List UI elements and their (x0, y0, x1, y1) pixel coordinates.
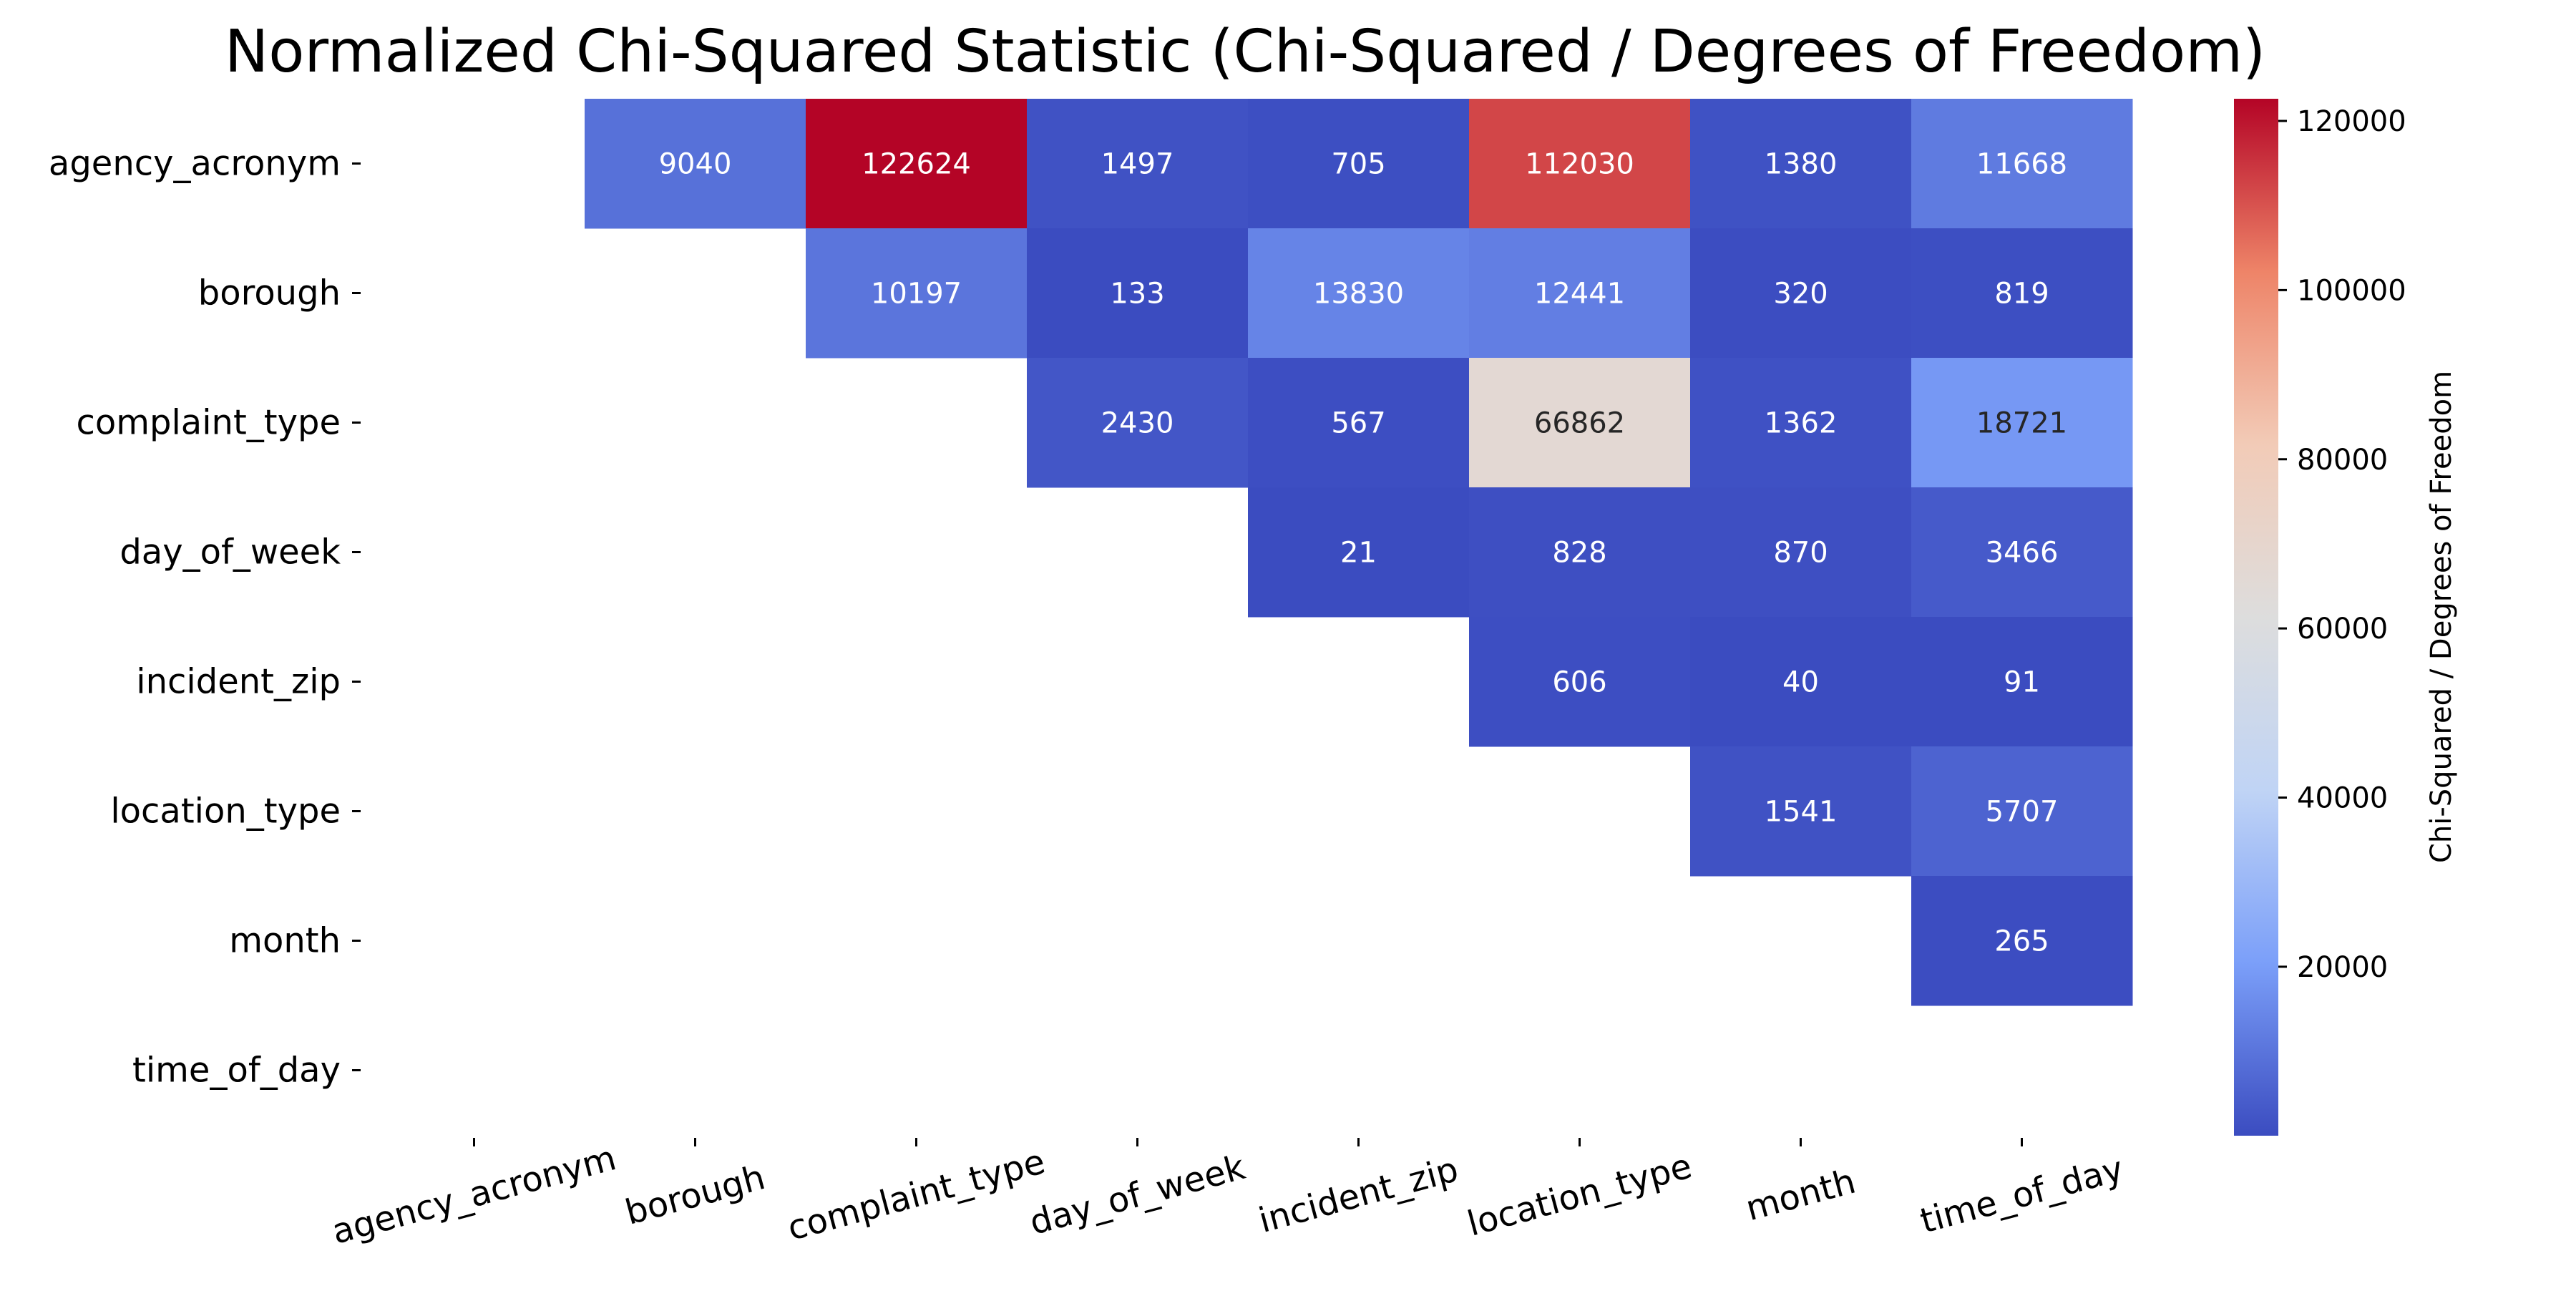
heatmap-cell (1911, 228, 2133, 359)
heatmap-cell (1911, 487, 2133, 618)
cell-value-label: 40 (1782, 666, 1819, 699)
column-label: complaint_type (784, 1141, 1049, 1249)
chart-title: Normalized Chi-Squared Statistic (Chi-Sq… (225, 18, 2265, 86)
cell-value-label: 13830 (1313, 278, 1404, 311)
heatmap-cell (1911, 358, 2133, 488)
heatmap-cell (1469, 617, 1691, 747)
heatmap-cell (1027, 228, 1249, 359)
colorbar-gradient (2234, 99, 2278, 1136)
colorbar-tick-label: 80000 (2297, 444, 2388, 477)
heatmap-cell (806, 228, 1028, 359)
cell-value-label: 819 (1994, 278, 2049, 311)
row-label: time_of_day (132, 1051, 341, 1091)
column-labels: agency_acronym borough complaint_typeday_o… (328, 1138, 2127, 1252)
cell-value-label: 567 (1331, 407, 1385, 440)
cell-value-label: 10197 (871, 278, 962, 311)
row-label: month (229, 921, 341, 961)
cell-value-label: 18721 (1976, 407, 2067, 440)
heatmap-cell (1027, 99, 1249, 229)
heatmap-cell (1469, 358, 1691, 488)
colorbar-tick-label: 20000 (2297, 951, 2388, 984)
colorbar-tick-label: 120000 (2297, 105, 2406, 138)
heatmap-cells: 9040 122624 1497 705 112030 1380 11668 10197 133… (585, 99, 2133, 1006)
cell-value-label: 828 (1552, 537, 1606, 570)
cell-value-label: 122624 (862, 148, 971, 181)
row-label: location_type (110, 791, 341, 832)
cell-value-label: 265 (1994, 925, 2049, 958)
cell-value-label: 705 (1331, 148, 1385, 181)
cell-value-label: 1541 (1765, 796, 1838, 829)
column-label: location_type (1463, 1146, 1696, 1244)
row-label: complaint_type (76, 403, 341, 443)
cell-value-label: 21 (1340, 537, 1377, 570)
heatmap-cell (1248, 99, 1470, 229)
colorbar: 20000 40000 60000 80000 100000 120000 Chi-Squ… (2234, 99, 2458, 1136)
row-label: incident_zip (136, 662, 341, 702)
column-label: month (1742, 1161, 1860, 1229)
colorbar-tick-label: 60000 (2297, 613, 2388, 646)
heatmap-cell (1690, 746, 1912, 877)
heatmap-cell (1469, 487, 1691, 618)
cell-value-label: 91 (2004, 666, 2040, 699)
heatmap-cell (1248, 228, 1470, 359)
cell-value-label: 12441 (1534, 278, 1625, 311)
heatmap-cell (1690, 617, 1912, 747)
column-label: agency_acronym (328, 1138, 620, 1252)
cell-value-label: 1362 (1765, 407, 1838, 440)
cell-value-label: 320 (1773, 278, 1828, 311)
cell-value-label: 2430 (1101, 407, 1174, 440)
cell-value-label: 606 (1552, 666, 1606, 699)
column-label: time_of_day (1916, 1149, 2128, 1241)
colorbar-tick-label: 100000 (2297, 274, 2406, 307)
row-label: agency_acronym (49, 144, 341, 184)
colorbar-tick-label: 40000 (2297, 782, 2388, 815)
cell-value-label: 11668 (1976, 148, 2067, 181)
heatmap-cell (1690, 487, 1912, 618)
heatmap-cell (1469, 228, 1691, 359)
cell-value-label: 5707 (1986, 796, 2059, 829)
cell-value-label: 112030 (1525, 148, 1634, 181)
cell-value-label: 133 (1110, 278, 1164, 311)
heatmap-cell (1690, 99, 1912, 229)
column-label: day_of_week (1025, 1147, 1249, 1243)
column-label: incident_zip (1254, 1149, 1462, 1241)
colorbar-ticks: 20000 40000 60000 80000 100000 120000 (2278, 105, 2406, 984)
heatmap-cell (1027, 358, 1249, 488)
row-label: day_of_week (119, 532, 341, 573)
cell-value-label: 66862 (1534, 407, 1625, 440)
heatmap-cell (1469, 99, 1691, 229)
cell-value-label: 1497 (1101, 148, 1174, 181)
row-label: borough (198, 273, 341, 313)
heatmap-cell (585, 99, 806, 229)
cell-value-label: 1380 (1765, 148, 1838, 181)
heatmap-cell (806, 99, 1028, 229)
colorbar-label: Chi-Squared / Degrees of Freedom (2425, 371, 2458, 863)
heatmap-cell (1248, 487, 1470, 618)
heatmap-cell (1690, 228, 1912, 359)
heatmap-cell (1911, 876, 2133, 1006)
cell-value-label: 870 (1773, 537, 1828, 570)
heatmap-cell (1248, 358, 1470, 488)
cell-value-label: 3466 (1986, 537, 2059, 570)
heatmap-cell (1911, 617, 2133, 747)
cell-value-label: 9040 (659, 148, 732, 181)
heatmap-cell (1911, 746, 2133, 877)
column-label: borough (621, 1157, 769, 1233)
heatmap-cell (1690, 358, 1912, 488)
heatmap-cell (1911, 99, 2133, 229)
